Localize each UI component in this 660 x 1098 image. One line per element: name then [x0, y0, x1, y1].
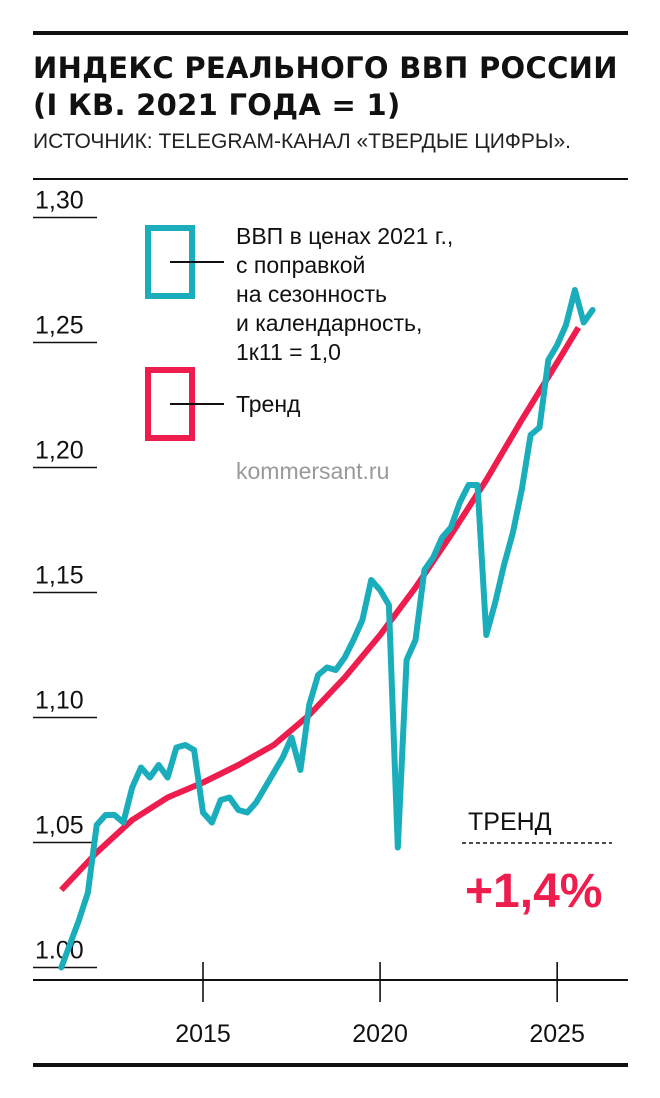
- x-tick-label: 2020: [352, 1020, 408, 1048]
- y-tick-label: 1,25: [35, 312, 84, 340]
- top-rule: [33, 31, 628, 35]
- legend-gdp-line-5: 1к11 = 1,0: [236, 339, 341, 365]
- trend-annotation-label: ТРЕНД: [468, 808, 552, 836]
- x-axis: 2015 2020 2025: [175, 962, 585, 1048]
- x-tick-label: 2015: [175, 1020, 231, 1048]
- bottom-rule: [33, 1063, 628, 1067]
- trend-series-line: [58, 287, 596, 971]
- title-line-2: (I КВ. 2021 ГОДА = 1): [33, 88, 401, 122]
- trend-annotation-value: +1,4%: [465, 865, 602, 918]
- legend-gdp-label: ВВП в ценах 2021 г., с поправкой на сезо…: [236, 223, 460, 365]
- y-tick-label: 1,15: [35, 562, 84, 590]
- y-axis: 1.00 1,05 1,10 1,15 1,20 1,25 1,30: [33, 187, 97, 969]
- page-title: ИНДЕКС РЕАЛЬНОГО ВВП РОССИИ (I КВ. 2021 Г…: [33, 50, 633, 124]
- y-tick-label: 1.00: [35, 937, 84, 965]
- source-caption: ИСТОЧНИК: TELEGRAM-КАНАЛ «ТВЕРДЫЕ ЦИФРЫ»…: [33, 130, 571, 153]
- legend: ВВП в ценах 2021 г., с поправкой на сезо…: [145, 223, 460, 441]
- watermark: kommersant.ru: [236, 458, 389, 484]
- y-tick-label: 1,05: [35, 812, 84, 840]
- legend-gdp-line-4: и календарность,: [236, 310, 422, 336]
- title-line-1: ИНДЕКС РЕАЛЬНОГО ВВП РОССИИ: [33, 51, 618, 85]
- y-tick-label: 1,30: [35, 187, 84, 215]
- legend-gdp-line-2: с поправкой: [236, 252, 365, 278]
- subtitle-rule: [33, 178, 628, 180]
- legend-gdp-line-1: ВВП в ценах 2021 г.,: [236, 223, 453, 249]
- y-tick-label: 1,10: [35, 687, 84, 715]
- x-tick-label: 2025: [529, 1020, 585, 1048]
- legend-trend-label: Тренд: [236, 391, 301, 417]
- y-tick-label: 1,20: [35, 437, 84, 465]
- gdp-series-line: [59, 325, 581, 893]
- trend-annotation: ТРЕНД +1,4%: [462, 808, 612, 918]
- legend-gdp-line-3: на сезонность: [236, 281, 387, 307]
- series-layer: [58, 287, 596, 971]
